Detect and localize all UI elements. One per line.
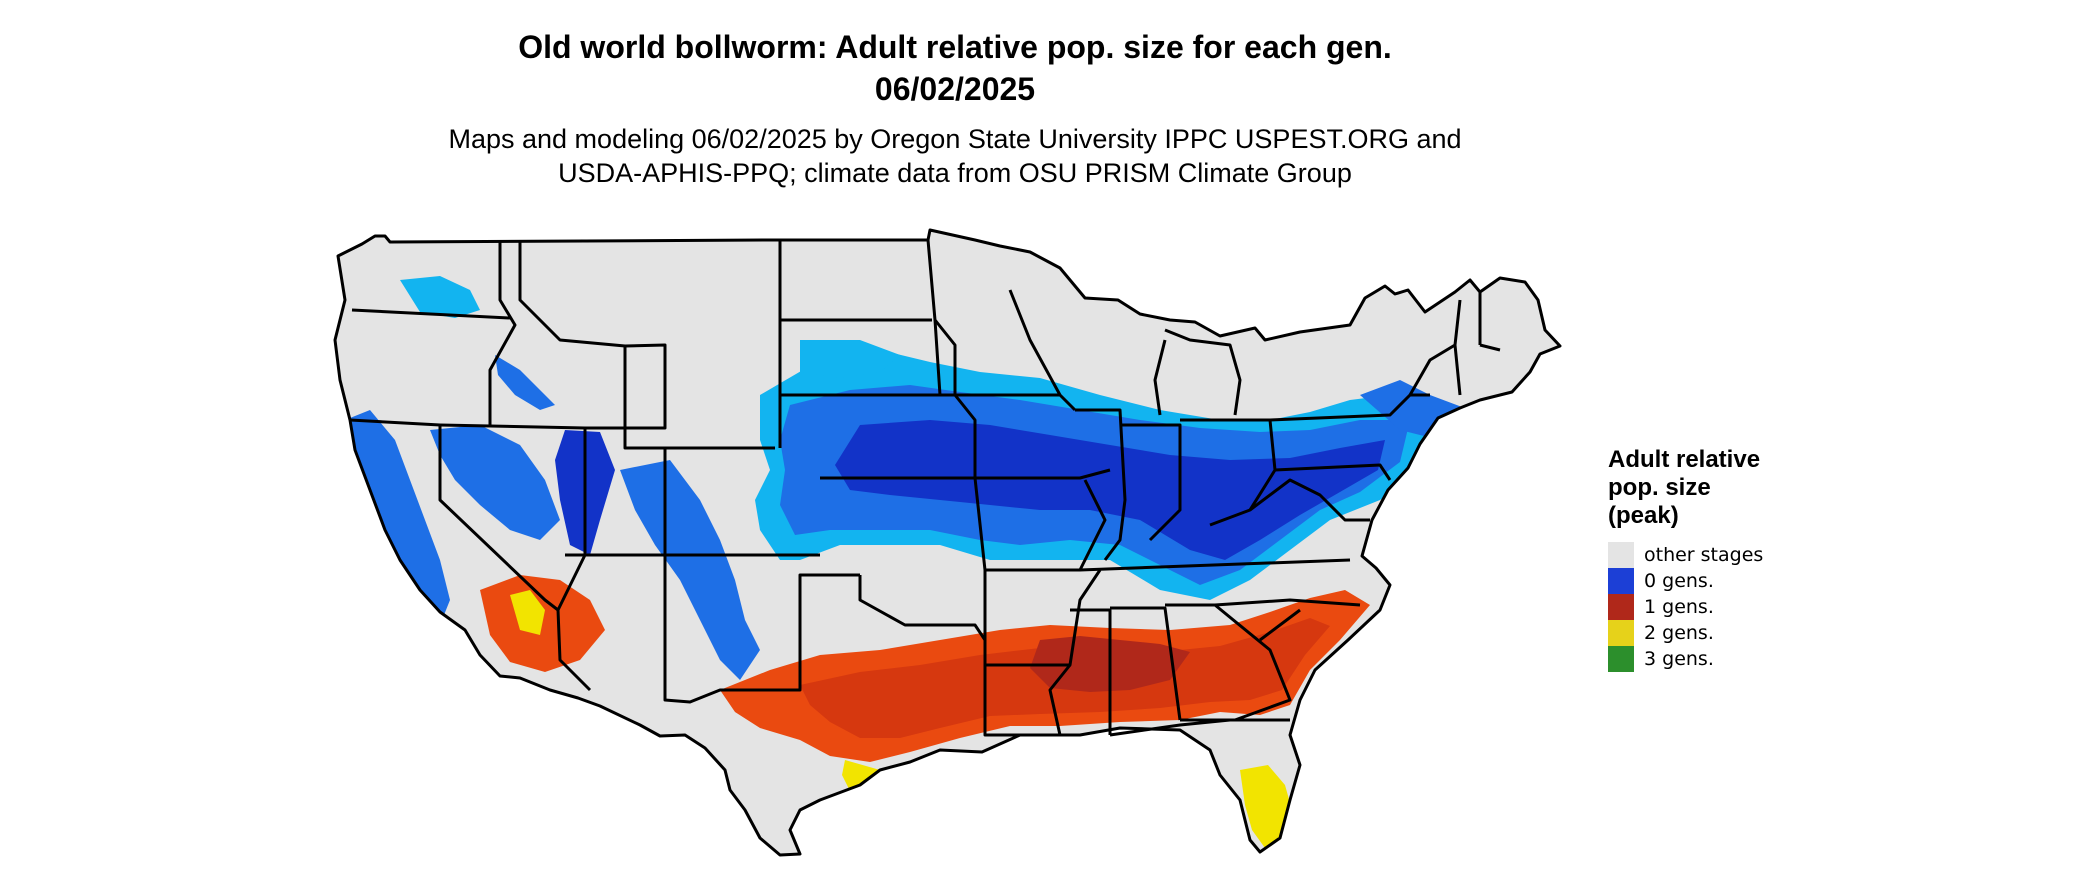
legend-swatch xyxy=(1608,542,1634,568)
legend-item-other-stages: other stages xyxy=(1608,542,1848,568)
border-in xyxy=(1120,423,1182,542)
border-mi xyxy=(1153,328,1242,416)
border-wy xyxy=(623,346,775,450)
zone-0-gens-west-1 xyxy=(345,410,450,630)
border-nm-tx xyxy=(663,555,860,704)
legend-item-1-gens: 1 gens. xyxy=(1608,594,1848,620)
border-ms-al xyxy=(1070,606,1182,735)
zone-2-gens-florida xyxy=(1240,765,1292,848)
state-borders xyxy=(333,228,1562,857)
border-ia-mo xyxy=(975,468,1111,480)
zone-2-gens-california xyxy=(510,590,545,635)
legend-title-line-3: (peak) xyxy=(1608,502,1679,529)
legend-swatch xyxy=(1608,568,1634,594)
zone-0-gens-west-4 xyxy=(620,460,760,680)
legend-label: other stages xyxy=(1644,544,1764,566)
legend-title-line-2: pop. size xyxy=(1608,474,1711,501)
map-subtitle: Maps and modeling 06/02/2025 by Oregon S… xyxy=(340,122,1570,190)
legend-swatch xyxy=(1608,594,1634,620)
zone-0-gens-dark xyxy=(835,420,1385,560)
border-mt-west xyxy=(518,240,626,348)
border-wi xyxy=(1008,289,1077,412)
zone-0-gens-west-6 xyxy=(495,355,555,410)
zone-2-gens-texas xyxy=(842,760,930,855)
legend-item-3-gens: 3 gens. xyxy=(1608,646,1848,672)
border-va-wv xyxy=(1249,478,1370,522)
legend: Adult relative pop. size (peak) other st… xyxy=(1608,446,1848,672)
border-az-west xyxy=(556,554,592,692)
border-pa-ny xyxy=(1269,393,1430,422)
border-sc-nc xyxy=(1214,598,1361,642)
border-ky-tn xyxy=(1079,558,1351,572)
subtitle-line-1: Maps and modeling 06/02/2025 by Oregon S… xyxy=(448,124,1462,154)
map-title: Old world bollworm: Adult relative pop. … xyxy=(340,26,1570,110)
border-il xyxy=(1075,408,1127,561)
legend-swatch xyxy=(1608,620,1634,646)
zone-0-gens-west-5 xyxy=(400,276,480,318)
border-wa-or xyxy=(351,308,511,320)
title-line-2: 06/02/2025 xyxy=(874,71,1036,107)
zone-0-gens-west-2 xyxy=(430,425,560,540)
zone-3-gens-florida-tip xyxy=(1240,876,1262,888)
border-mn xyxy=(933,319,1060,397)
subtitle-line-2: USDA-APHIS-PPQ; climate data from OSU PR… xyxy=(558,158,1352,188)
title-line-1: Old world bollworm: Adult relative pop. … xyxy=(518,29,1392,65)
legend-title: Adult relative pop. size (peak) xyxy=(1608,446,1848,530)
legend-label: 2 gens. xyxy=(1644,622,1714,644)
border-new-england xyxy=(1408,292,1501,396)
legend-label: 0 gens. xyxy=(1644,570,1714,592)
legend-item-0-gens: 0 gens. xyxy=(1608,568,1848,594)
border-la xyxy=(983,664,1072,737)
border-fl-north xyxy=(1109,718,1290,737)
border-id xyxy=(488,240,517,425)
legend-label: 1 gens. xyxy=(1644,596,1714,618)
border-ca-nv xyxy=(438,425,559,612)
border-pa-md xyxy=(1274,463,1392,481)
legend-label: 3 gens. xyxy=(1644,648,1714,670)
legend-swatch xyxy=(1608,646,1634,672)
legend-title-line-1: Adult relative xyxy=(1608,446,1761,473)
border-or-ca xyxy=(349,418,441,427)
border-ne-ks xyxy=(780,393,977,478)
us-outline xyxy=(333,228,1562,857)
zone-0-gens-west-7 xyxy=(800,340,900,378)
legend-item-2-gens: 2 gens. xyxy=(1608,620,1848,646)
border-ok-tx xyxy=(858,575,987,641)
